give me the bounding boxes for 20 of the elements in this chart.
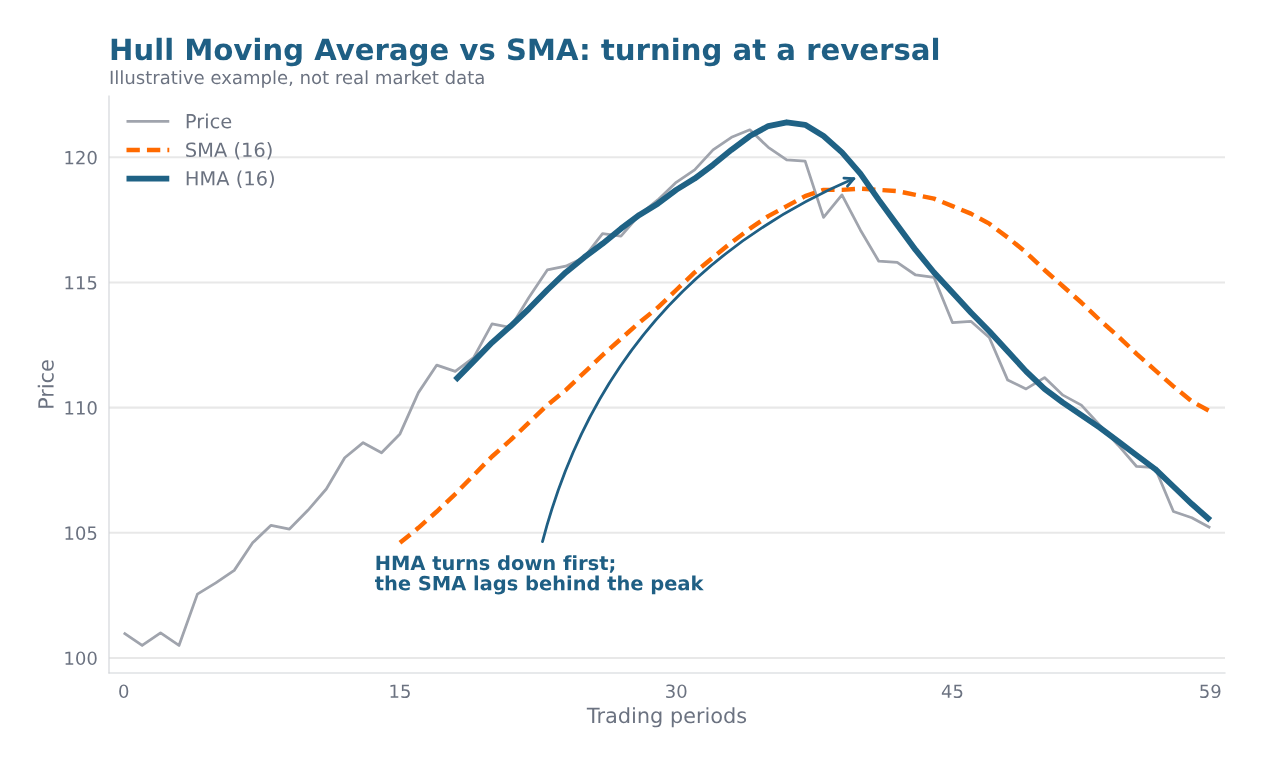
- y-tick-label: 105: [65, 526, 97, 540]
- chart-subtitle: Illustrative example, not real market data: [110, 70, 484, 88]
- x-tick-label: 45: [941, 684, 963, 699]
- x-axis-title: Trading periods: [586, 707, 747, 728]
- y-tick-label: 100: [65, 651, 97, 666]
- line-series: [397, 186, 1213, 546]
- x-tick-label: 0: [119, 684, 129, 699]
- line-series: [122, 128, 1212, 647]
- x-tick-label: 15: [390, 684, 410, 699]
- annotation: HMA turns down first; the SMA lags behind the peak: [374, 555, 704, 595]
- y-tick-label: 115: [65, 276, 97, 290]
- x-tick-label: 59: [1200, 684, 1221, 699]
- chart-title: Hull Moving Average vs SMA: turning at a reversal: [111, 37, 939, 67]
- legend-label: HMA (16): [186, 170, 274, 188]
- y-tick-label: 120: [65, 150, 97, 165]
- y-tick-label: 110: [65, 401, 97, 415]
- legend-label: Price: [186, 113, 232, 129]
- y-axis-title: Price: [37, 360, 54, 408]
- legend-label: SMA (16): [186, 142, 272, 160]
- x-tick-label: 30: [666, 684, 687, 699]
